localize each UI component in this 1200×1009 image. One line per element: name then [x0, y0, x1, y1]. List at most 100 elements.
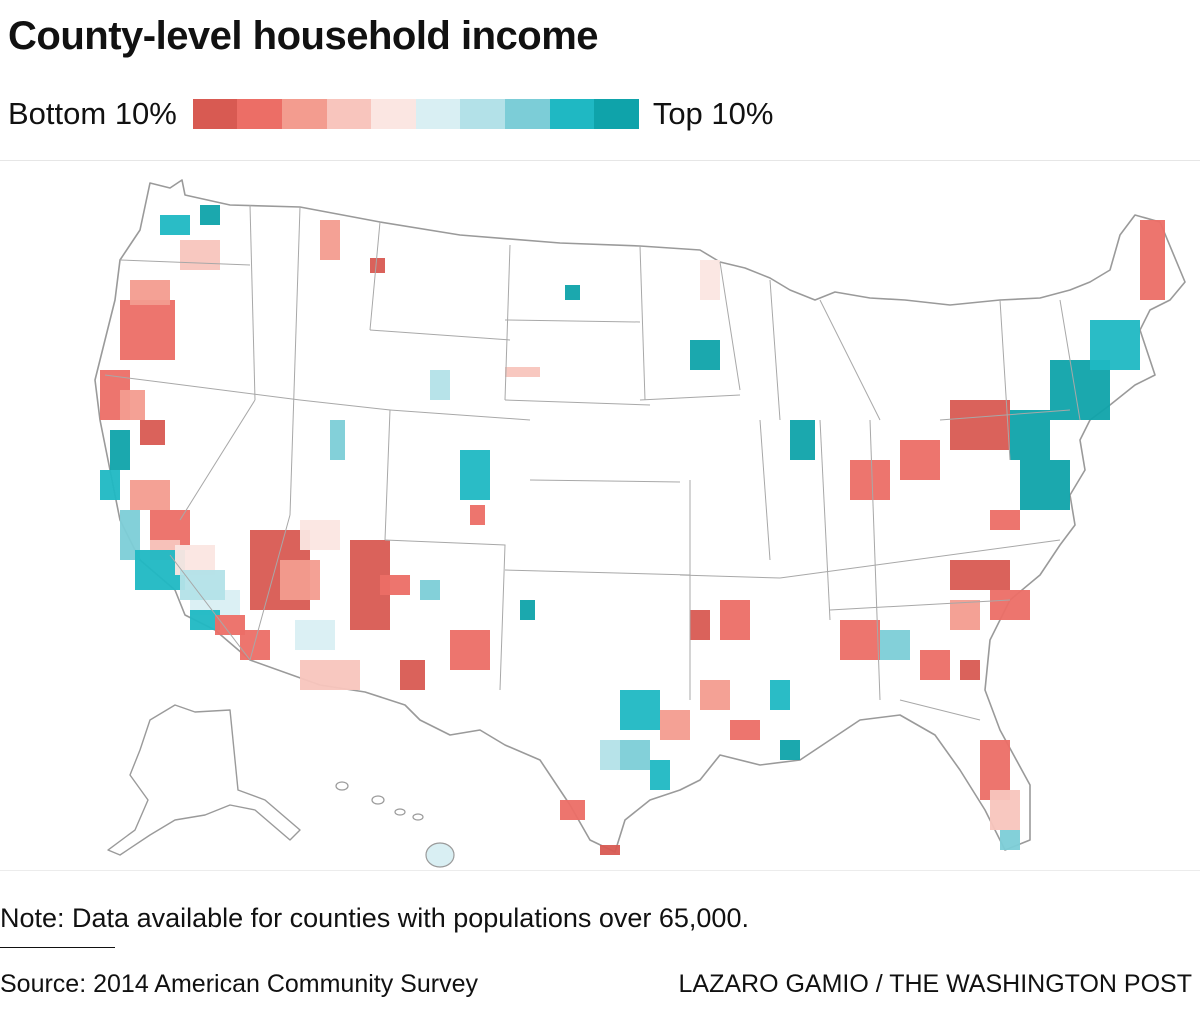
county-region-58 [920, 650, 950, 680]
county-region-30 [330, 420, 345, 460]
state-border-12 [504, 319, 641, 323]
legend-swatch-8 [505, 99, 550, 129]
state-border-14 [529, 479, 681, 483]
legend-swatch-9 [549, 99, 595, 129]
hawaii-island-4 [412, 813, 424, 821]
state-border-25 [999, 299, 1011, 461]
county-region-65 [620, 690, 660, 730]
state-border-6 [369, 329, 511, 341]
county-region-26 [295, 620, 335, 650]
legend-swatch-1 [192, 99, 238, 129]
county-region-69 [770, 680, 790, 710]
county-region-25 [380, 575, 410, 595]
county-region-11 [130, 480, 170, 510]
county-region-20 [180, 570, 225, 600]
county-region-43 [790, 420, 815, 460]
state-border-11 [504, 244, 511, 401]
state-border-20 [819, 419, 831, 621]
county-region-46 [950, 400, 1010, 450]
county-region-70 [780, 740, 800, 760]
state-border-21 [869, 419, 881, 701]
state-border-10 [504, 569, 691, 576]
state-border-8 [389, 409, 531, 421]
state-border-13 [504, 399, 651, 406]
county-region-53 [950, 560, 1010, 590]
county-region-40 [565, 285, 580, 300]
county-region-75 [730, 720, 760, 740]
author-credit: LAZARO GAMIO / THE WASHINGTON POST [678, 970, 1193, 998]
county-region-72 [560, 800, 585, 820]
state-border-3 [249, 204, 256, 401]
county-region-33 [470, 505, 485, 525]
county-region-3 [180, 240, 220, 270]
county-region-68 [600, 740, 620, 770]
county-region-5 [200, 205, 220, 225]
legend-swatch-2 [237, 99, 283, 129]
legend-swatch-7 [460, 99, 506, 129]
color-legend: Bottom 10% Top 10% [8, 92, 773, 136]
county-region-57 [880, 630, 910, 660]
top-divider [0, 160, 1200, 161]
county-region-67 [620, 740, 650, 770]
state-border-30 [819, 299, 881, 421]
county-region-52 [990, 510, 1020, 530]
state-border-31 [169, 554, 251, 661]
county-region-51 [1020, 460, 1070, 510]
state-borders [104, 204, 1081, 721]
state-border-32 [179, 399, 256, 521]
state-border-5 [369, 221, 381, 331]
county-region-44 [850, 460, 890, 500]
county-region-4 [160, 215, 190, 235]
legend-swatches [192, 99, 639, 129]
state-border-26 [1059, 299, 1081, 421]
hawaii-island-5 [425, 842, 455, 868]
county-region-59 [960, 660, 980, 680]
hawaii-island-2 [371, 795, 385, 805]
state-border-9 [384, 539, 506, 691]
legend-high-label: Top 10% [652, 96, 774, 131]
county-region-35 [400, 660, 425, 690]
legend-swatch-5 [371, 99, 416, 129]
state-border-17 [679, 574, 781, 579]
county-region-45 [900, 440, 940, 480]
county-region-61 [990, 790, 1020, 830]
county-fills [100, 205, 1165, 855]
state-border-33 [249, 514, 291, 661]
county-region-18 [190, 610, 220, 630]
county-region-49 [1090, 320, 1140, 370]
state-border-27 [639, 394, 741, 401]
legend-swatch-3 [282, 99, 327, 129]
county-region-54 [990, 590, 1030, 620]
data-note: Note: Data available for counties with p… [0, 903, 749, 933]
bottom-divider [0, 870, 1200, 871]
county-region-9 [110, 430, 130, 470]
county-region-55 [950, 600, 980, 630]
county-region-42 [700, 260, 720, 300]
county-region-37 [690, 340, 720, 370]
county-region-23 [300, 520, 340, 550]
county-region-29 [420, 580, 440, 600]
county-region-47 [1010, 410, 1050, 460]
legend-low-label: Bottom 10% [8, 96, 177, 131]
county-region-19 [215, 615, 245, 635]
state-border-24 [939, 409, 1071, 421]
county-region-28 [240, 630, 270, 660]
legend-swatch-4 [326, 99, 372, 129]
state-border-1 [119, 259, 251, 266]
source-credit: Source: 2014 American Community Survey [0, 970, 478, 998]
county-region-14 [120, 510, 140, 560]
alaska-outline [107, 704, 301, 856]
county-region-73 [600, 845, 620, 855]
county-region-22 [280, 560, 320, 600]
county-region-64 [690, 610, 710, 640]
state-border-22 [829, 599, 1011, 611]
county-region-38 [370, 258, 385, 273]
state-border-2 [104, 374, 301, 401]
county-region-74 [700, 680, 730, 710]
state-border-23 [899, 699, 981, 721]
county-region-31 [430, 370, 450, 400]
legend-swatch-6 [415, 99, 461, 129]
county-region-41 [505, 367, 540, 377]
county-region-50 [1140, 220, 1165, 300]
county-region-2 [130, 280, 170, 305]
